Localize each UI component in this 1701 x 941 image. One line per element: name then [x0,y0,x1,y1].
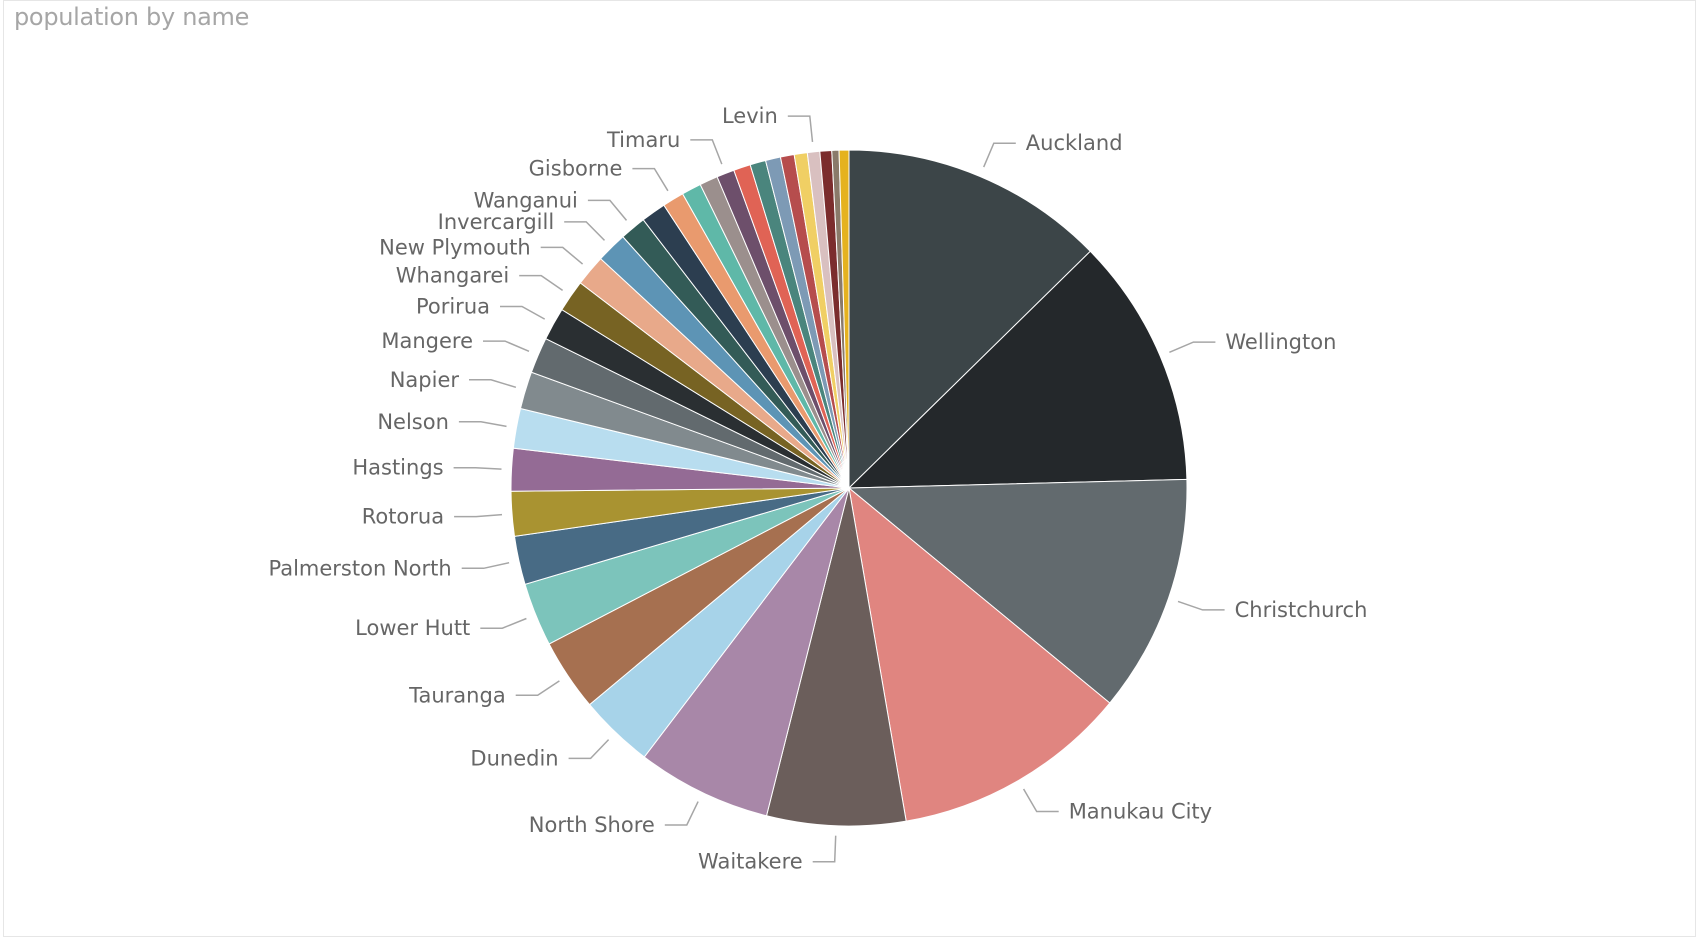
pie-labels: Auckland Wellington Christchurch Manukau Ci… [269,104,1368,874]
leader-line-invercargill [564,221,606,241]
leader-line-waitakere [812,835,837,863]
slice-label-auckland: Auckland [1026,131,1123,155]
leader-line-gisborne [632,167,669,192]
leader-line-wanganui [587,199,628,221]
slice-label-levin: Levin [722,104,778,128]
leader-line-mangere [483,340,530,352]
slice-label-whangarei: Whangarei [396,264,509,288]
slice-label-north-shore: North Shore [529,813,655,837]
slice-label-invercargill: Invercargill [438,210,555,234]
slice-label-timaru: Timaru [606,128,680,152]
slice-label-wanganui: Wanganui [474,188,578,212]
leader-line-porirua [500,305,546,320]
pie-chart: Auckland Wellington Christchurch Manukau Ci… [269,104,1368,874]
leader-line-lower-hutt [480,617,527,629]
slice-label-christchurch: Christchurch [1235,598,1368,622]
pie-slice-waitakere[interactable] [765,487,907,827]
leader-line-dunedin [568,739,610,760]
slice-label-tauranga: Tauranga [408,683,506,707]
slice-label-nelson: Nelson [377,410,449,434]
leader-line-manukau-city [1022,788,1059,813]
pie-slice-manukau-city[interactable] [848,486,1111,822]
leader-line-tauranga [515,680,560,697]
leader-line-napier [469,379,517,389]
leader-line-levin [787,115,814,142]
slice-label-napier: Napier [390,368,460,392]
slice-label-palmerston-north: Palmerston North [269,556,452,580]
leader-line-auckland [983,142,1016,168]
slice-label-manukau-city: Manukau City [1069,800,1212,824]
leader-line-whangarei [519,274,564,292]
slice-label-mangere: Mangere [381,329,473,353]
chart-visual: population by name Auckland Wellington Chr… [3,0,1696,937]
slice-label-hastings: Hastings [352,456,443,480]
leader-line-nelson [458,421,507,428]
leader-line-timaru [690,139,723,165]
slice-label-gisborne: Gisborne [529,157,623,181]
slice-label-new-plymouth: New Plymouth [379,235,531,259]
pie-slice-auckland[interactable] [848,149,1091,490]
leader-line-palmerston-north [461,561,510,570]
slice-label-wellington: Wellington [1225,330,1336,354]
leader-line-hastings [453,466,502,470]
leader-line-north-shore [664,801,699,826]
pie-slice-christchurch[interactable] [847,478,1188,704]
leader-line-new-plymouth [540,246,584,265]
slice-label-lower-hutt: Lower Hutt [355,616,470,640]
leader-line-wellington [1169,341,1216,353]
pie-slices [510,149,1188,827]
slice-label-rotorua: Rotorua [362,505,444,529]
leader-line-christchurch [1177,600,1225,611]
pie-slice-unlabeled-33[interactable] [838,149,850,489]
chart-title: population by name [14,3,250,31]
slice-label-waitakere: Waitakere [698,850,803,874]
pie-slice-north-shore[interactable] [643,487,850,817]
pie-slice-wellington[interactable] [847,250,1188,489]
slice-label-porirua: Porirua [416,295,490,319]
slice-label-dunedin: Dunedin [470,746,558,770]
leader-line-rotorua [454,513,503,518]
